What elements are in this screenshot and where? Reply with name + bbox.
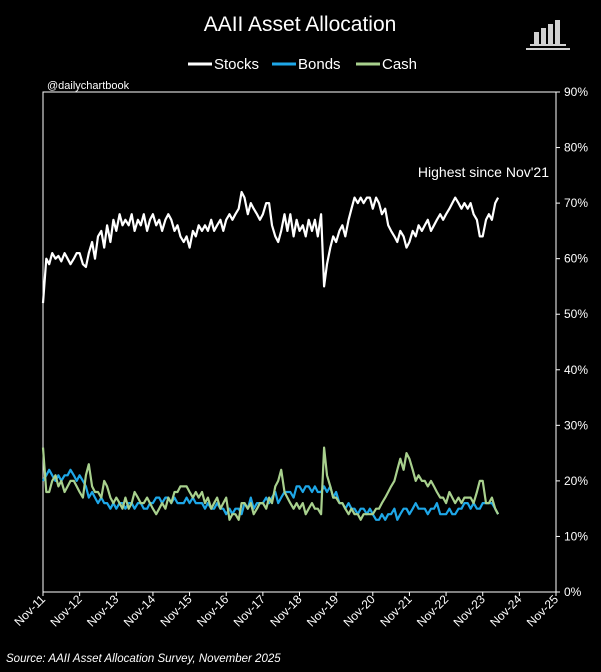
chart-title: AAII Asset Allocation xyxy=(204,13,397,36)
x-tick-label: Nov-15 xyxy=(157,592,194,629)
x-tick-label: Nov-13 xyxy=(84,592,121,629)
y-axis: 0% 10% 20% 30% 40% 50% 60% 70% 80% 90% xyxy=(556,85,588,599)
x-tick-label: Nov-18 xyxy=(267,592,304,629)
logo-bar xyxy=(555,20,560,44)
x-tick-label: Nov-14 xyxy=(121,592,158,629)
y-tick-label: 80% xyxy=(564,141,588,155)
y-tick-label: 20% xyxy=(564,474,588,488)
y-tick-label: 60% xyxy=(564,252,588,266)
x-tick-label: Nov-16 xyxy=(194,592,231,629)
source-note: Source: AAII Asset Allocation Survey, No… xyxy=(6,653,281,665)
logo-bar xyxy=(534,32,539,44)
x-axis: Nov-11 Nov-12 Nov-13 Nov-14 Nov-15 Nov-16 Nov-… xyxy=(11,592,561,629)
x-tick-label: Nov-21 xyxy=(377,592,414,629)
x-tick-label: Nov-25 xyxy=(524,592,561,629)
y-tick-label: 30% xyxy=(564,418,588,432)
x-tick-label: Nov-19 xyxy=(304,592,341,629)
y-tick-label: 0% xyxy=(564,585,582,599)
x-tick-label: Nov-17 xyxy=(231,592,268,629)
annotation-label: Highest since Nov'21 xyxy=(418,164,549,180)
x-tick-label: Nov-20 xyxy=(341,592,378,629)
legend-label-bonds: Bonds xyxy=(298,56,341,73)
x-tick-label: Nov-23 xyxy=(451,592,488,629)
legend: Stocks Bonds Cash xyxy=(188,56,417,73)
x-tick-label: Nov-24 xyxy=(487,592,524,629)
y-tick-label: 50% xyxy=(564,307,588,321)
legend-label-stocks: Stocks xyxy=(214,56,259,73)
logo-base xyxy=(530,44,566,46)
y-tick-label: 70% xyxy=(564,196,588,210)
x-tick-label: Nov-22 xyxy=(414,592,451,629)
series-line-stocks xyxy=(41,190,500,304)
y-tick-label: 90% xyxy=(564,85,588,99)
logo-icon xyxy=(526,20,570,50)
legend-label-cash: Cash xyxy=(382,56,417,73)
handle-label: @dailychartbook xyxy=(47,80,130,92)
x-tick-label: Nov-12 xyxy=(48,592,85,629)
logo-base xyxy=(526,48,570,50)
x-tick-label: Nov-11 xyxy=(11,592,48,629)
logo-bar xyxy=(541,28,546,44)
y-tick-label: 40% xyxy=(564,363,588,377)
y-tick-label: 10% xyxy=(564,529,588,543)
series-lines xyxy=(41,190,500,521)
logo-bar xyxy=(548,24,553,44)
series-line-cash xyxy=(41,446,500,521)
series-line-bonds xyxy=(42,468,500,521)
